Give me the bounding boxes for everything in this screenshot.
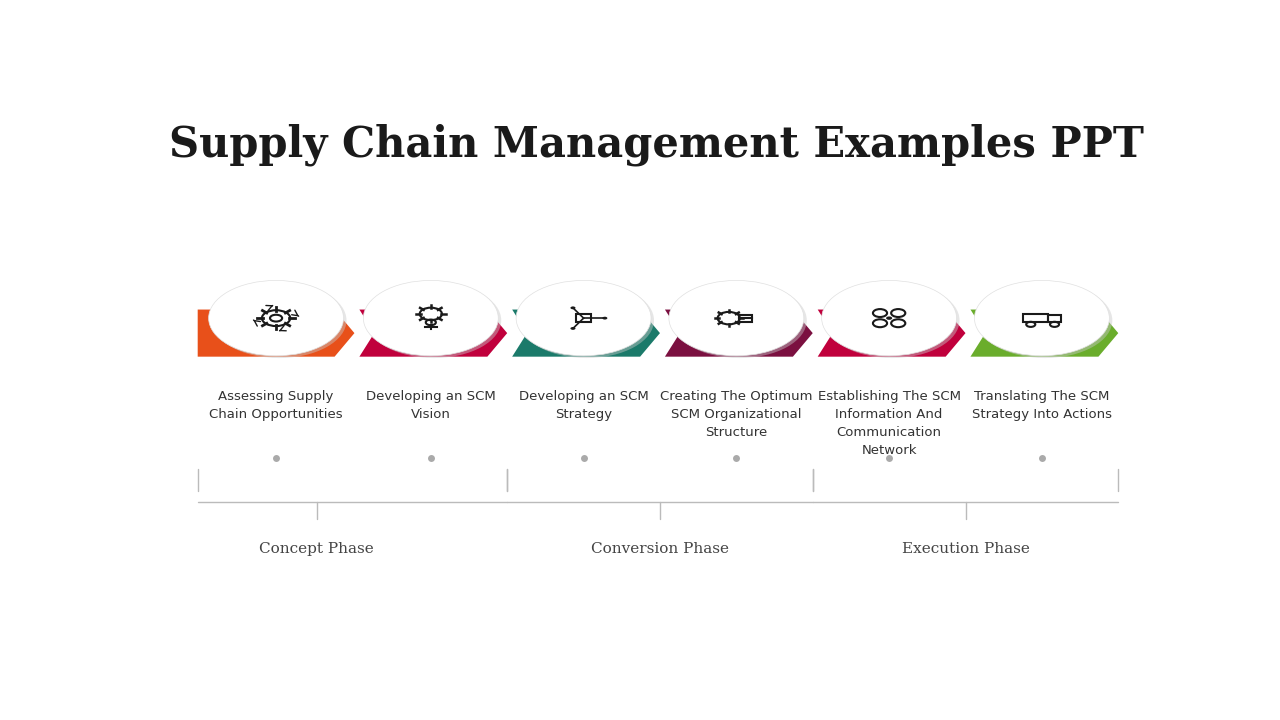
Polygon shape	[512, 310, 660, 356]
Ellipse shape	[822, 280, 956, 356]
Text: Developing an SCM
Strategy: Developing an SCM Strategy	[518, 390, 649, 421]
Ellipse shape	[669, 280, 804, 356]
Text: Creating The Optimum
SCM Organizational
Structure: Creating The Optimum SCM Organizational …	[660, 390, 813, 439]
Ellipse shape	[672, 283, 806, 358]
Bar	[1048, 315, 1061, 323]
Bar	[576, 314, 591, 323]
Bar	[1023, 314, 1048, 323]
Ellipse shape	[974, 280, 1110, 356]
Polygon shape	[818, 310, 965, 356]
Polygon shape	[197, 310, 355, 356]
Text: Developing an SCM
Vision: Developing an SCM Vision	[366, 390, 495, 421]
Bar	[739, 315, 751, 322]
Ellipse shape	[364, 280, 498, 356]
Text: Concept Phase: Concept Phase	[260, 542, 374, 557]
Ellipse shape	[366, 283, 502, 358]
Text: Establishing The SCM
Information And
Communication
Network: Establishing The SCM Information And Com…	[818, 390, 960, 457]
Ellipse shape	[978, 283, 1112, 358]
Ellipse shape	[209, 280, 343, 356]
Ellipse shape	[211, 283, 347, 358]
Ellipse shape	[520, 283, 654, 358]
Circle shape	[571, 307, 576, 310]
Ellipse shape	[824, 283, 960, 358]
Text: Supply Chain Management Examples PPT: Supply Chain Management Examples PPT	[169, 123, 1143, 166]
Text: Execution Phase: Execution Phase	[901, 542, 1029, 557]
Polygon shape	[360, 310, 507, 356]
Text: Translating The SCM
Strategy Into Actions: Translating The SCM Strategy Into Action…	[972, 390, 1112, 421]
Circle shape	[603, 317, 608, 320]
Text: Assessing Supply
Chain Opportunities: Assessing Supply Chain Opportunities	[209, 390, 343, 421]
Ellipse shape	[516, 280, 652, 356]
Text: Conversion Phase: Conversion Phase	[591, 542, 730, 557]
Circle shape	[886, 317, 892, 320]
Polygon shape	[970, 310, 1119, 356]
Polygon shape	[664, 310, 813, 356]
Circle shape	[571, 327, 576, 330]
